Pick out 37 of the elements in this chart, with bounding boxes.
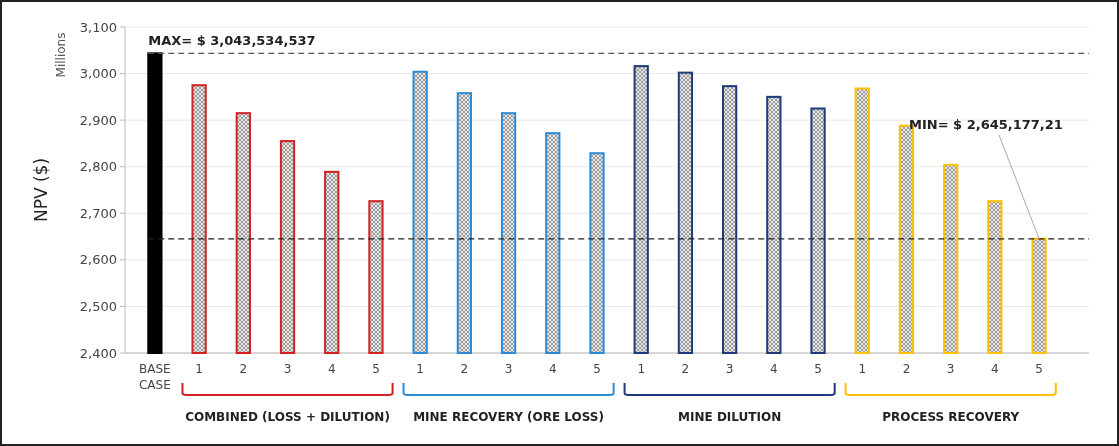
x-tick-label: 1	[637, 362, 646, 376]
x-tick-label: 3	[504, 362, 513, 376]
x-tick-label: 5	[1035, 362, 1043, 376]
x-tick-label: 3	[725, 362, 734, 376]
x-tick-label: 5	[814, 362, 822, 376]
x-tick-label: 1	[416, 362, 424, 376]
x-tick-label: 1	[195, 362, 203, 376]
x-tick-label: 5	[372, 362, 380, 376]
x-tick-label: 2	[902, 362, 911, 376]
ref-line-label: MAX= $ 3,043,534,537	[148, 33, 316, 49]
ref-line-label: MIN= $ 2,645,177,21	[909, 116, 1063, 132]
text: MINE RECOVERY (ORE LOSS)	[413, 410, 604, 424]
y-tick-label: 2,600	[79, 252, 117, 268]
x-tick-label: BASE CASE	[139, 362, 171, 392]
x-tick-label: 4	[991, 362, 999, 376]
x-tick-label: 2	[239, 362, 248, 376]
x-tick-label: 4	[327, 362, 336, 376]
x-tick-label: 2	[460, 362, 469, 376]
x-tick-label: 2	[681, 362, 690, 376]
text: Millions	[54, 32, 68, 78]
y-tick-label: 2,900	[79, 112, 117, 128]
text: PROCESS RECOVERY	[882, 410, 1020, 424]
y-tick-label: 3,000	[79, 66, 117, 82]
y-axis-title: NPV ($)	[31, 157, 51, 223]
y-tick-label: 3,100	[79, 19, 117, 35]
text: COMBINED (LOSS + DILUTION)	[185, 410, 390, 424]
y-tick-label: 2,700	[79, 205, 117, 221]
x-tick-label: 3	[946, 362, 955, 376]
x-tick-label: 3	[283, 362, 292, 376]
y-tick-label: 2,800	[79, 159, 117, 175]
x-tick-label: 4	[548, 362, 557, 376]
x-tick-label: 1	[858, 362, 867, 376]
text: MINE DILUTION	[678, 410, 782, 424]
y-tick-label: 2,400	[79, 345, 117, 361]
x-tick-label: 4	[770, 362, 778, 376]
y-tick-label: 2,500	[79, 298, 117, 314]
x-tick-label: 5	[593, 362, 601, 376]
